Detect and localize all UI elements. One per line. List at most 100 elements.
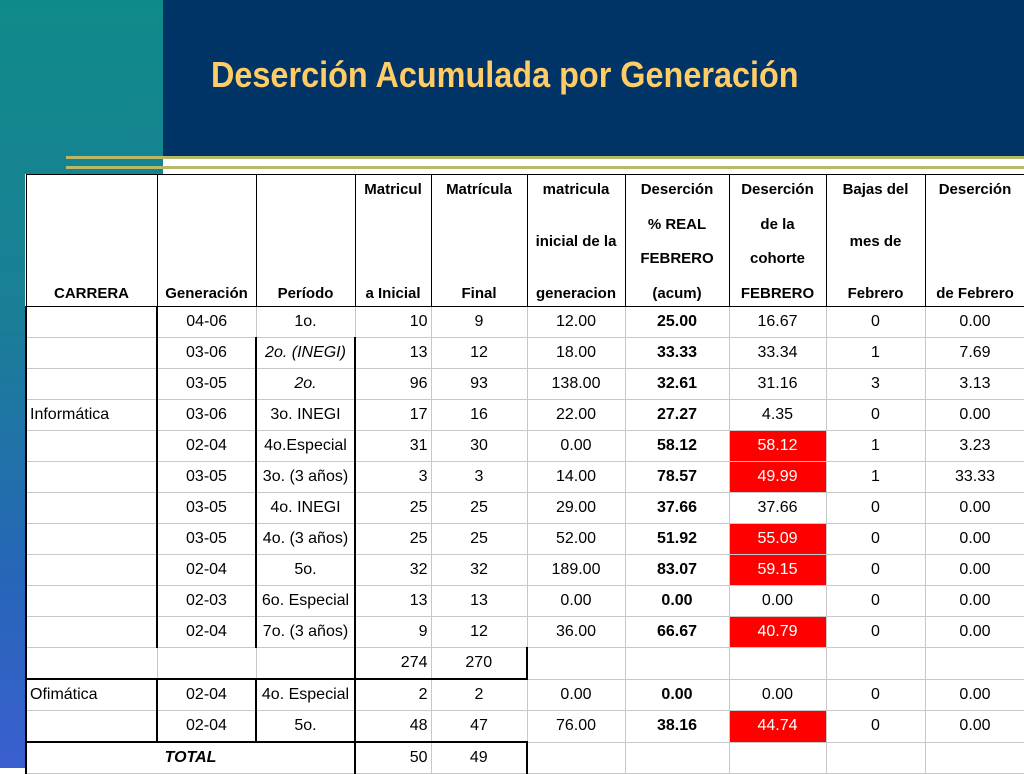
slide-title: Deserción Acumulada por Generación <box>211 54 799 95</box>
header-bajas: Bajas del mes de Febrero <box>825 174 926 307</box>
table-row: Ofimática 02-04 4o. Especial 2 2 0.00 0.00 0.00… <box>25 678 1024 711</box>
cell-empty <box>728 647 827 680</box>
cell-desercion-cohorte: 0.00 <box>728 585 827 617</box>
table-row: Informática 03-06 3o. INEGI 17 16 22.00 27.27 4… <box>25 399 1024 431</box>
header-desercion-real: Deserción% REAL FEBRERO (acum) <box>624 174 730 307</box>
divider-line <box>66 156 1024 159</box>
cell-generacion <box>156 647 257 680</box>
cell-desercion-real: 38.16 <box>624 710 730 743</box>
header-periodo: Período <box>255 174 356 307</box>
cell-desercion-cohorte: 59.15 <box>728 554 827 586</box>
cell-total-label: TOTAL <box>25 741 356 774</box>
cell-desercion-cohorte: 33.34 <box>728 337 827 369</box>
cell-desercion-febrero: 0.00 <box>924 492 1024 524</box>
cell-carrera <box>25 337 158 369</box>
cell-desercion-cohorte: 37.66 <box>728 492 827 524</box>
cell-matricula-inicial: 25 <box>354 492 432 524</box>
cell-empty <box>526 647 626 680</box>
header-generacion: Generación <box>156 174 257 307</box>
cell-matricula-inicial-generacion: 76.00 <box>526 710 626 743</box>
cell-matricula-final: 93 <box>430 368 528 400</box>
table-row: 274 270 <box>25 647 1024 680</box>
cell-desercion-cohorte: 44.74 <box>728 710 827 743</box>
table-row: 03-05 2o. 96 93 138.00 32.61 31.16 3 3.13 <box>25 368 1024 400</box>
cell-generacion: 03-06 <box>156 399 257 431</box>
cell-empty <box>924 741 1024 774</box>
cell-periodo: 4o. (3 años) <box>255 523 356 555</box>
cell-periodo: 6o. Especial <box>255 585 356 617</box>
cell-matricula-inicial: 17 <box>354 399 432 431</box>
cell-desercion-real: 51.92 <box>624 523 730 555</box>
cell-bajas: 0 <box>825 492 926 524</box>
cell-total-matricula-inicial: 50 <box>354 741 432 774</box>
cell-generacion: 02-04 <box>156 430 257 462</box>
cell-desercion-cohorte: 4.35 <box>728 399 827 431</box>
table-row: 03-05 3o. (3 años) 3 3 14.00 78.57 49.99 1 33.33 <box>25 461 1024 493</box>
table-row: 02-04 5o. 48 47 76.00 38.16 44.74 0 0.00 <box>25 710 1024 743</box>
title-banner <box>163 0 1024 158</box>
header-matricula-inicial-generacion: matricula inicial de la generacion <box>526 174 626 307</box>
cell-desercion-cohorte: 40.79 <box>728 616 827 648</box>
cell-carrera: Ofimática <box>25 678 158 711</box>
cell-carrera <box>25 585 158 617</box>
cell-bajas: 0 <box>825 399 926 431</box>
cell-matricula-final: 30 <box>430 430 528 462</box>
cell-desercion-cohorte: 58.12 <box>728 430 827 462</box>
cell-empty <box>825 647 926 680</box>
cell-empty <box>624 741 730 774</box>
cell-generacion: 03-05 <box>156 492 257 524</box>
cell-desercion-real: 58.12 <box>624 430 730 462</box>
cell-matricula-final: 25 <box>430 523 528 555</box>
table-row: 02-04 7o. (3 años) 9 12 36.00 66.67 40.79 0 0.00 <box>25 616 1024 648</box>
cell-matricula-final: 47 <box>430 710 528 743</box>
cell-desercion-febrero: 33.33 <box>924 461 1024 493</box>
cell-generacion: 03-05 <box>156 368 257 400</box>
cell-empty <box>526 741 626 774</box>
cell-desercion-real: 78.57 <box>624 461 730 493</box>
cell-matricula-final: 16 <box>430 399 528 431</box>
header-matricula-final: Matrícula Final <box>430 174 528 307</box>
cell-matricula-inicial-generacion: 138.00 <box>526 368 626 400</box>
cell-matricula-inicial: 13 <box>354 585 432 617</box>
cell-carrera <box>25 710 158 743</box>
cell-periodo: 4o. INEGI <box>255 492 356 524</box>
cell-generacion: 04-06 <box>156 306 257 338</box>
cell-matricula-inicial-generacion: 22.00 <box>526 399 626 431</box>
cell-bajas: 0 <box>825 678 926 711</box>
cell-desercion-febrero: 0.00 <box>924 678 1024 711</box>
cell-empty <box>728 741 827 774</box>
table-row: 03-05 4o. INEGI 25 25 29.00 37.66 37.66 0 0.00 <box>25 492 1024 524</box>
cell-matricula-inicial: 10 <box>354 306 432 338</box>
table-row: TOTAL 50 49 <box>25 741 1024 774</box>
cell-matricula-final: 32 <box>430 554 528 586</box>
cell-matricula-final: 12 <box>430 337 528 369</box>
cell-periodo: 2o. (INEGI) <box>255 337 356 369</box>
table-row: 02-04 4o.Especial 31 30 0.00 58.12 58.12 1 3.23 <box>25 430 1024 462</box>
table-row: 02-04 5o. 32 32 189.00 83.07 59.15 0 0.00 <box>25 554 1024 586</box>
cell-matricula-final: 9 <box>430 306 528 338</box>
cell-matricula-inicial-generacion: 36.00 <box>526 616 626 648</box>
cell-matricula-final: 2 <box>430 678 528 711</box>
cell-matricula-inicial-generacion: 14.00 <box>526 461 626 493</box>
cell-bajas: 0 <box>825 523 926 555</box>
cell-bajas: 3 <box>825 368 926 400</box>
cell-subtotal-matricula-inicial: 274 <box>354 647 432 680</box>
cell-matricula-final: 13 <box>430 585 528 617</box>
cell-matricula-inicial: 9 <box>354 616 432 648</box>
cell-desercion-real: 37.66 <box>624 492 730 524</box>
cell-matricula-inicial: 3 <box>354 461 432 493</box>
cell-bajas: 0 <box>825 585 926 617</box>
cell-bajas: 1 <box>825 337 926 369</box>
cell-desercion-febrero: 0.00 <box>924 710 1024 743</box>
header-desercion-febrero: Deserción de Febrero <box>924 174 1024 307</box>
header-desercion-cohorte: Deserción de la cohorte FEBRERO <box>728 174 827 307</box>
cell-matricula-inicial-generacion: 52.00 <box>526 523 626 555</box>
cell-carrera <box>25 461 158 493</box>
divider-line <box>66 166 1024 169</box>
cell-generacion: 02-04 <box>156 710 257 743</box>
cell-carrera <box>25 430 158 462</box>
cell-matricula-inicial: 25 <box>354 523 432 555</box>
cell-desercion-real: 33.33 <box>624 337 730 369</box>
cell-generacion: 02-04 <box>156 554 257 586</box>
cell-generacion: 03-05 <box>156 461 257 493</box>
